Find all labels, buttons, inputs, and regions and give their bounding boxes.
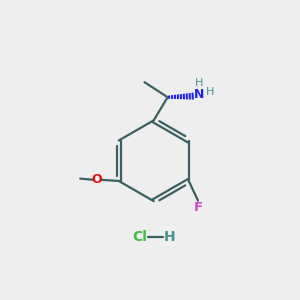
Text: H: H — [195, 78, 203, 88]
Text: O: O — [92, 173, 102, 186]
Text: H: H — [164, 230, 175, 244]
Text: F: F — [194, 201, 203, 214]
Text: Cl: Cl — [133, 230, 147, 244]
Text: H: H — [206, 87, 214, 97]
Text: N: N — [194, 88, 204, 101]
